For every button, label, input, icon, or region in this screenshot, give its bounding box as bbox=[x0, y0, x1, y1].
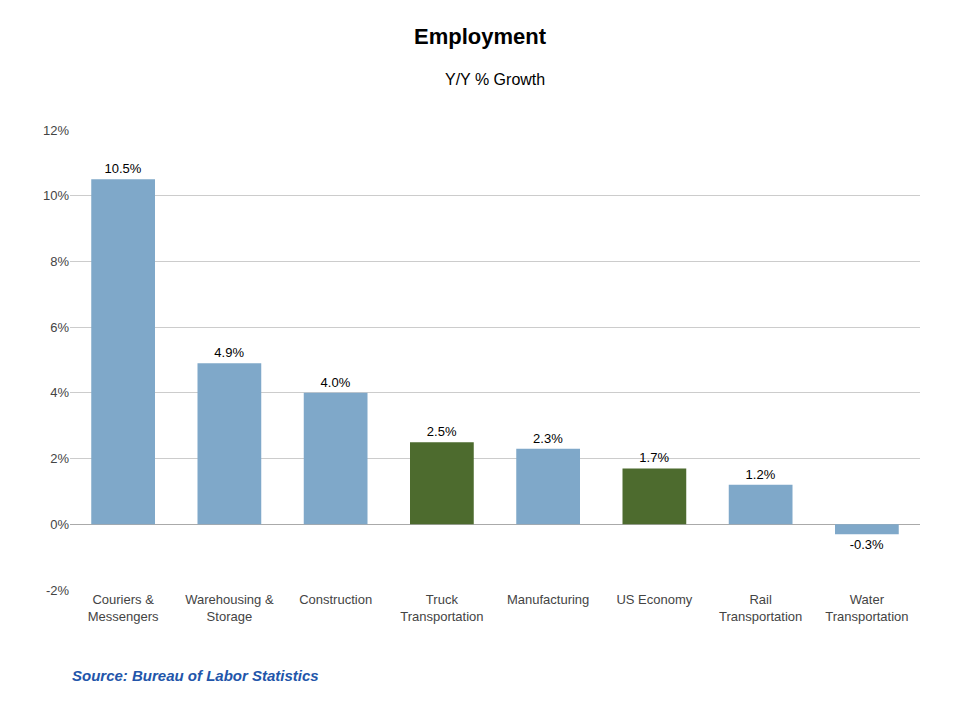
svg-text:-0.3%: -0.3% bbox=[850, 537, 884, 552]
svg-text:2.5%: 2.5% bbox=[427, 424, 457, 439]
svg-text:Employment: Employment bbox=[414, 24, 547, 49]
svg-text:1.2%: 1.2% bbox=[746, 467, 776, 482]
svg-text:Construction: Construction bbox=[299, 592, 372, 607]
svg-text:10.5%: 10.5% bbox=[104, 161, 141, 176]
svg-text:2.3%: 2.3% bbox=[533, 431, 563, 446]
svg-text:2%: 2% bbox=[50, 451, 69, 466]
svg-text:Couriers &Messengers: Couriers &Messengers bbox=[88, 592, 159, 624]
svg-text:8%: 8% bbox=[50, 254, 69, 269]
svg-text:12%: 12% bbox=[43, 123, 69, 138]
svg-text:-2%: -2% bbox=[46, 583, 70, 598]
svg-text:10%: 10% bbox=[43, 188, 69, 203]
svg-text:4%: 4% bbox=[50, 385, 69, 400]
svg-text:Y/Y % Growth: Y/Y % Growth bbox=[445, 71, 545, 88]
svg-text:0%: 0% bbox=[50, 517, 69, 532]
svg-text:4.0%: 4.0% bbox=[321, 375, 351, 390]
svg-text:Manufacturing: Manufacturing bbox=[507, 592, 589, 607]
svg-text:Source: Bureau of Labor Statis: Source: Bureau of Labor Statistics bbox=[72, 667, 319, 684]
svg-text:6%: 6% bbox=[50, 320, 69, 335]
svg-text:US Economy: US Economy bbox=[616, 592, 692, 607]
svg-text:TruckTransportation: TruckTransportation bbox=[400, 592, 483, 624]
svg-text:RailTransportation: RailTransportation bbox=[719, 592, 802, 624]
svg-text:4.9%: 4.9% bbox=[214, 345, 244, 360]
svg-text:Warehousing &Storage: Warehousing &Storage bbox=[185, 592, 274, 624]
svg-text:1.7%: 1.7% bbox=[639, 450, 669, 465]
svg-text:WaterTransportation: WaterTransportation bbox=[825, 592, 908, 624]
